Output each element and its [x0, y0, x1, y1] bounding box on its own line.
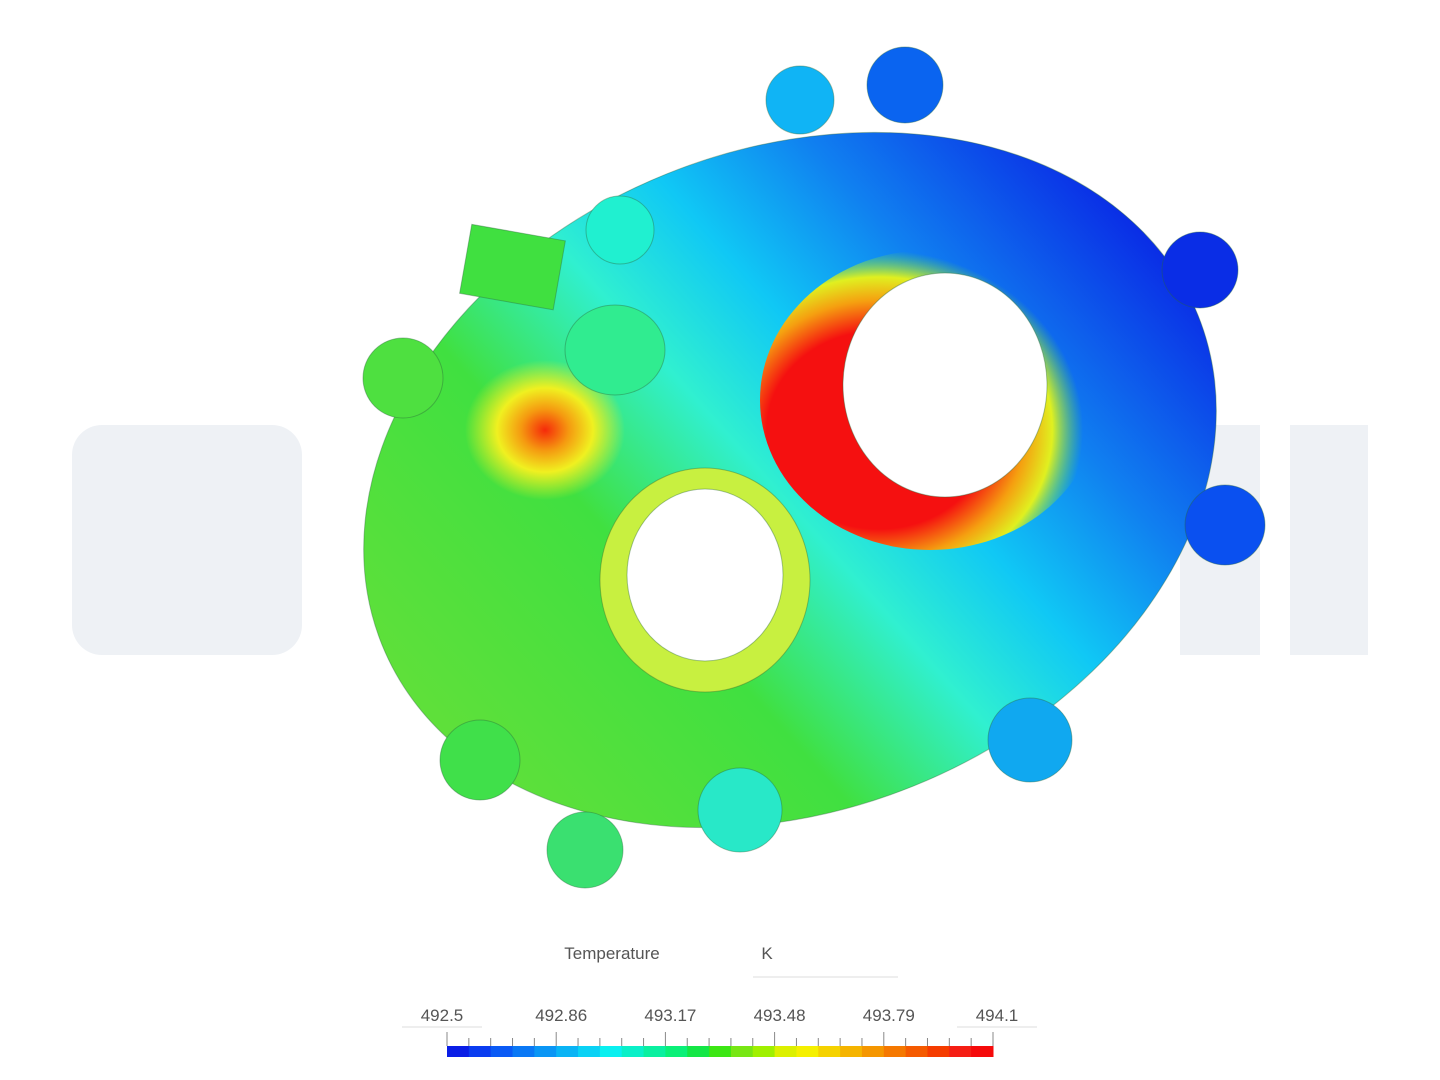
color-swatch [556, 1046, 579, 1057]
color-swatch [861, 1046, 885, 1057]
color-swatch [840, 1046, 863, 1057]
tick-label: 493.79 [863, 1006, 915, 1025]
color-swatch [687, 1046, 710, 1057]
tick-label: 492.86 [535, 1006, 587, 1025]
color-swatch [905, 1046, 928, 1057]
color-swatch [883, 1046, 907, 1057]
color-swatch [818, 1046, 841, 1057]
color-swatch [468, 1046, 492, 1057]
color-swatch [534, 1046, 557, 1057]
color-swatch [578, 1046, 601, 1057]
color-swatch [927, 1046, 950, 1057]
color-legend: Temperature K 492.5 492.86 493.17 493.48 493… [402, 944, 1037, 1057]
tick-label: 493.17 [644, 1006, 696, 1025]
color-swatch [709, 1046, 732, 1057]
tick-label: 493.48 [754, 1006, 806, 1025]
color-swatch [665, 1046, 688, 1057]
color-swatch [447, 1046, 470, 1057]
color-swatch [949, 1046, 972, 1057]
color-swatch [599, 1046, 623, 1057]
tick-label: 494.1 [976, 1006, 1019, 1025]
color-swatch [730, 1046, 754, 1057]
color-swatch [774, 1046, 797, 1057]
legend-title: Temperature [564, 944, 659, 963]
color-swatch [796, 1046, 819, 1057]
part-model [362, 46, 1266, 889]
color-swatch [512, 1046, 535, 1057]
legend-unit: K [761, 944, 773, 963]
color-swatch [621, 1046, 645, 1057]
color-swatch [971, 1046, 994, 1057]
color-swatch [752, 1046, 776, 1057]
tick-label: 492.5 [421, 1006, 464, 1025]
color-swatch [490, 1046, 514, 1057]
color-swatch [643, 1046, 666, 1057]
